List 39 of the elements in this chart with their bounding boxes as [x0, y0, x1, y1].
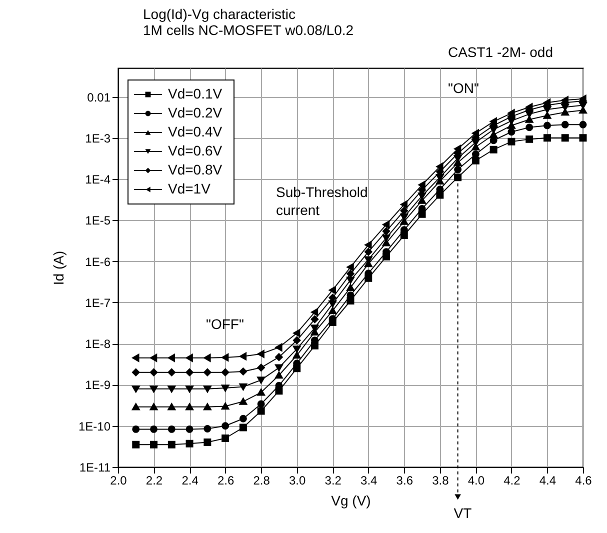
x-tick-label: 3.4 — [360, 474, 378, 488]
legend-label: Vd=0.1V — [168, 86, 223, 102]
y-tick-label: 0.01 — [87, 90, 111, 104]
y-tick-label: 1E-10 — [78, 419, 111, 434]
x-tick-label: 3.8 — [432, 474, 450, 488]
annotation: "ON" — [448, 80, 479, 96]
x-tick-label: 4.0 — [468, 474, 485, 488]
x-axis-title: Vg (V) — [331, 492, 371, 508]
y-tick-label: 1E-9 — [85, 378, 111, 392]
legend-label: Vd=1V — [168, 180, 212, 196]
text: CAST1 -2M- odd — [448, 44, 553, 60]
x-tick-label: 3.0 — [289, 474, 306, 488]
y-tick-label: 1E-6 — [85, 254, 111, 269]
annotation: VT — [454, 505, 472, 521]
x-tick-label: 2.4 — [182, 474, 199, 488]
x-tick-label: 2.0 — [110, 474, 128, 488]
x-tick-label: 4.4 — [539, 474, 556, 488]
annotation: "OFF" — [206, 316, 244, 332]
x-tick-label: 4.6 — [575, 474, 592, 488]
x-tick-label: 2.6 — [217, 474, 234, 488]
x-tick-label: 3.6 — [396, 474, 414, 488]
legend-label: Vd=0.8V — [168, 162, 223, 178]
x-tick-label: 4.2 — [504, 474, 521, 488]
y-tick-label: 1E-7 — [85, 296, 111, 310]
y-tick-label: 1E-8 — [85, 337, 111, 352]
x-tick-label: 2.8 — [253, 474, 270, 488]
annotation: Sub-Threshold current — [276, 184, 368, 218]
legend-label: Vd=0.6V — [168, 142, 223, 158]
chart-title: Log(Id)-Vg characteristic — [143, 6, 296, 22]
y-tick-label: 1E-5 — [85, 214, 111, 228]
x-tick-label: 3.2 — [324, 474, 342, 488]
chart-subtitle: 1M cells NC-MOSFET w0.08/L0.2 — [143, 22, 354, 38]
y-tick-label: 1E-4 — [85, 172, 111, 187]
legend-label: Vd=0.2V — [168, 104, 223, 120]
x-tick-label: 2.2 — [146, 474, 163, 488]
y-tick-label: 1E-3 — [85, 131, 111, 146]
y-tick-label: 1E-11 — [79, 460, 111, 474]
y-axis-title: Id (A) — [50, 250, 66, 286]
legend-label: Vd=0.4V — [168, 124, 223, 140]
